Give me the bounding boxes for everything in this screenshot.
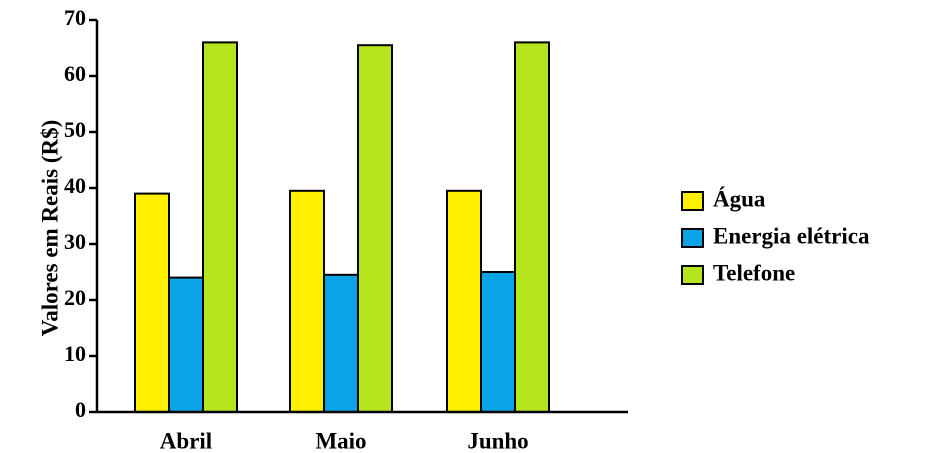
y-tick-label: 50 bbox=[64, 117, 86, 142]
legend-label: Energia elétrica bbox=[713, 223, 870, 248]
y-tick-label: 0 bbox=[75, 397, 86, 422]
bar-telefone-maio bbox=[357, 44, 393, 413]
legend-swatch bbox=[681, 191, 704, 211]
bar-energia-abril bbox=[168, 276, 204, 413]
bar-energia-maio bbox=[323, 273, 359, 413]
bar-agua-abril bbox=[134, 192, 170, 413]
bar-telefone-junho bbox=[514, 41, 550, 414]
y-tick-label: 70 bbox=[64, 5, 86, 30]
y-tick-label: 40 bbox=[64, 173, 86, 198]
legend-swatch bbox=[681, 228, 704, 248]
x-axis-categories: Abril Maio Junho bbox=[160, 428, 529, 453]
y-axis-ticks: 0 10 20 30 40 50 60 70 bbox=[64, 5, 97, 422]
legend-swatch bbox=[681, 265, 704, 285]
y-tick-label: 30 bbox=[64, 229, 86, 254]
legend: Água Energia elétrica Telefone bbox=[681, 186, 870, 285]
legend-label: Água bbox=[713, 186, 766, 211]
x-category-label: Abril bbox=[160, 428, 212, 453]
x-category-label: Maio bbox=[315, 428, 366, 453]
y-tick-label: 20 bbox=[64, 285, 86, 310]
legend-label: Telefone bbox=[713, 260, 795, 285]
y-axis-label: Valores em Reais (R$) bbox=[37, 120, 62, 337]
bar-telefone-abril bbox=[202, 41, 238, 414]
y-tick-label: 60 bbox=[64, 61, 86, 86]
x-category-label: Junho bbox=[467, 428, 528, 453]
y-tick-label: 10 bbox=[64, 341, 86, 366]
bar-energia-junho bbox=[480, 271, 516, 413]
bar-agua-maio bbox=[289, 189, 325, 413]
bar-agua-junho bbox=[446, 189, 482, 413]
bars-group bbox=[134, 41, 550, 414]
